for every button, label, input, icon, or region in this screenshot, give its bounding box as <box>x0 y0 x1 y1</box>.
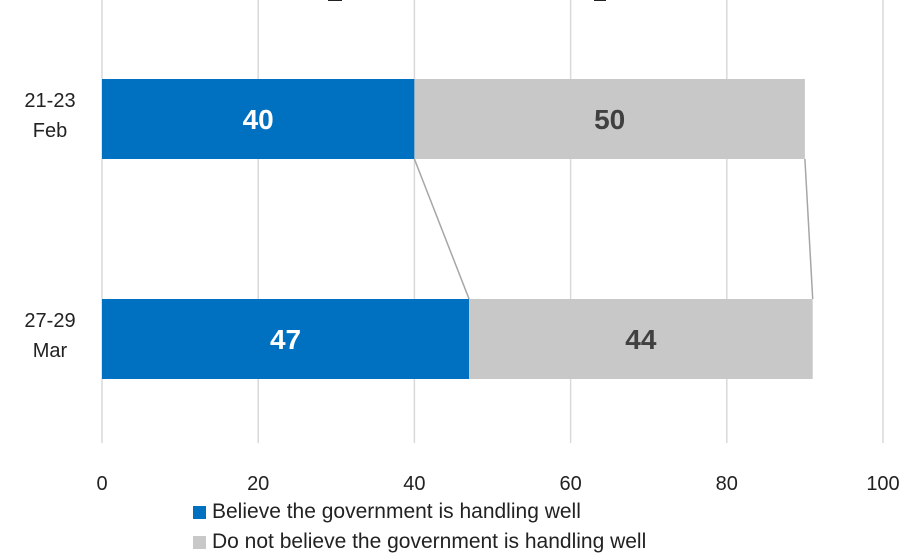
legend-swatch-not-believe <box>193 535 206 549</box>
x-tick-label-0: 0 <box>96 473 107 495</box>
x-tick-label-40: 40 <box>403 473 425 495</box>
x-axis-ticks: 0 20 40 60 80 100 <box>96 473 899 495</box>
legend-label-not-believe: Do not believe the government is handlin… <box>212 530 647 553</box>
data-label-1-1: 44 <box>625 324 657 355</box>
legend: Believe the government is handling well … <box>193 497 646 557</box>
bar-0-0 <box>102 79 415 159</box>
legend-item-believe: Believe the government is handling well <box>193 497 646 527</box>
bar-0-1 <box>102 299 470 379</box>
x-tick-label-80: 80 <box>716 473 738 495</box>
data-labels: 40 50 47 44 <box>243 104 657 355</box>
legend-label-believe: Believe the government is handling well <box>212 500 581 523</box>
category-labels: 21-23 Feb 27-29 Mar <box>24 90 75 362</box>
bar-1-1 <box>469 299 813 379</box>
x-tick-label-20: 20 <box>247 473 269 495</box>
x-tick-label-100: 100 <box>866 473 899 495</box>
bar-1-0 <box>414 79 805 159</box>
data-label-0-0: 40 <box>243 104 274 135</box>
x-tick-label-60: 60 <box>559 473 581 495</box>
series-line-1 <box>804 158 814 300</box>
legend-item-not-believe: Do not believe the government is handlin… <box>193 527 646 557</box>
series-connectors <box>413 158 814 300</box>
category-label-1: 27-29 Mar <box>24 310 75 362</box>
bars <box>102 79 813 379</box>
legend-swatch-believe <box>193 505 206 519</box>
data-label-1-0: 50 <box>594 104 625 135</box>
series-line-0 <box>413 158 470 300</box>
data-label-0-1: 47 <box>270 324 301 355</box>
category-label-0: 21-23 Feb <box>24 90 75 142</box>
